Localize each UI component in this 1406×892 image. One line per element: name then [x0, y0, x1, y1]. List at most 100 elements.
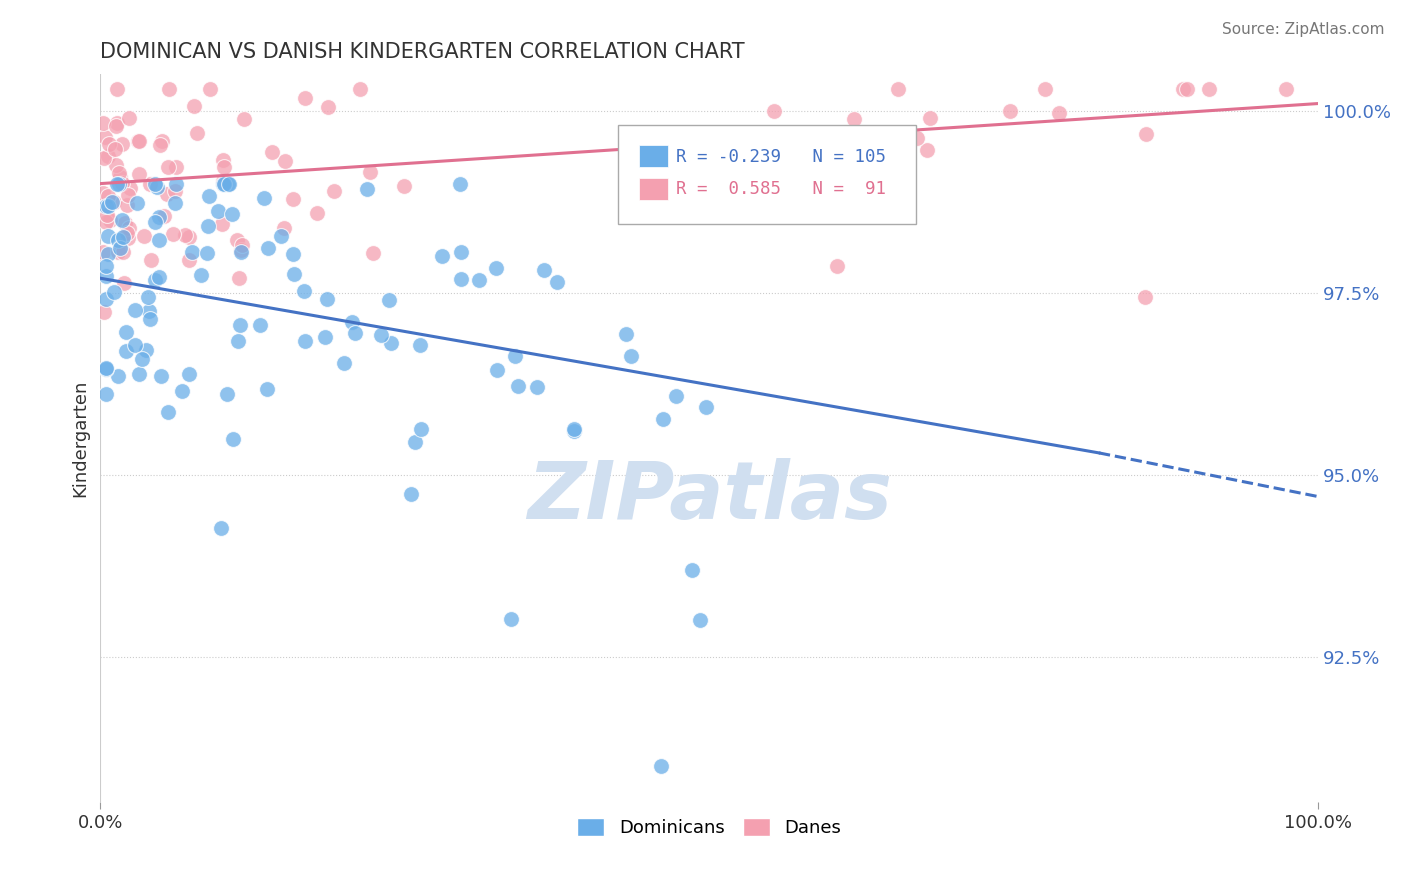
Point	[217, 177, 239, 191]
Point	[107, 244, 129, 259]
Point	[96, 269, 118, 284]
Point	[305, 206, 328, 220]
Point	[96, 387, 118, 401]
Point	[273, 153, 295, 168]
Point	[98, 137, 121, 152]
Point	[96, 361, 118, 376]
Point	[399, 487, 422, 501]
Point	[93, 304, 115, 318]
Point	[652, 412, 675, 426]
Point	[499, 612, 522, 626]
Point	[562, 422, 585, 436]
Point	[149, 137, 172, 152]
Point	[197, 219, 219, 233]
Point	[409, 338, 432, 352]
Point	[394, 179, 416, 194]
Point	[163, 184, 186, 198]
Point	[98, 213, 121, 227]
Point	[827, 259, 849, 273]
Point	[505, 349, 527, 363]
Point	[1133, 290, 1156, 304]
Point	[96, 292, 118, 306]
Point	[131, 351, 153, 366]
Point	[229, 244, 252, 258]
Point	[165, 177, 187, 191]
Point	[139, 178, 162, 192]
Point	[1035, 82, 1057, 96]
Point	[143, 215, 166, 229]
Point	[218, 177, 240, 191]
Point	[96, 209, 118, 223]
Point	[1175, 82, 1198, 96]
Point	[162, 227, 184, 241]
Point	[183, 99, 205, 113]
FancyBboxPatch shape	[617, 126, 917, 224]
Point	[1135, 127, 1157, 141]
Point	[887, 82, 910, 96]
Point	[533, 262, 555, 277]
Point	[546, 276, 568, 290]
Point	[486, 363, 509, 377]
Point	[127, 196, 149, 211]
Point	[165, 160, 187, 174]
Point	[107, 116, 129, 130]
Point	[93, 151, 115, 165]
Point	[212, 153, 235, 168]
Point	[256, 241, 278, 255]
Point	[127, 134, 149, 148]
Point	[323, 184, 346, 198]
Point	[91, 186, 114, 201]
Point	[212, 160, 235, 174]
Point	[283, 192, 305, 206]
Point	[294, 91, 316, 105]
Point	[450, 245, 472, 260]
Point	[148, 210, 170, 224]
Point	[222, 432, 245, 446]
Point	[148, 269, 170, 284]
Point	[314, 330, 336, 344]
Point	[103, 285, 125, 299]
Point	[110, 176, 132, 190]
Point	[111, 212, 134, 227]
Point	[97, 189, 120, 203]
Point	[920, 111, 942, 125]
Point	[186, 126, 208, 140]
Point	[1275, 82, 1298, 96]
Point	[96, 199, 118, 213]
Point	[283, 267, 305, 281]
Point	[96, 259, 118, 273]
Point	[156, 187, 179, 202]
Point	[100, 194, 122, 209]
Point	[143, 272, 166, 286]
Point	[115, 198, 138, 212]
Point	[370, 328, 392, 343]
Point	[128, 135, 150, 149]
Point	[228, 318, 250, 332]
Point	[695, 401, 717, 415]
Point	[112, 276, 135, 290]
Point	[1198, 82, 1220, 96]
Point	[105, 158, 128, 172]
Point	[315, 293, 337, 307]
Point	[1047, 105, 1070, 120]
Point	[689, 613, 711, 627]
Point	[163, 195, 186, 210]
Point	[124, 338, 146, 352]
Point	[228, 271, 250, 285]
Point	[156, 405, 179, 419]
Point	[211, 174, 233, 188]
Point	[117, 231, 139, 245]
Point	[96, 362, 118, 376]
Point	[356, 182, 378, 196]
Point	[342, 315, 364, 329]
Text: Source: ZipAtlas.com: Source: ZipAtlas.com	[1222, 22, 1385, 37]
Point	[150, 369, 173, 384]
Point	[153, 210, 176, 224]
Point	[998, 104, 1021, 119]
Point	[226, 233, 249, 247]
Legend: Dominicans, Danes: Dominicans, Danes	[571, 811, 848, 844]
Point	[118, 112, 141, 126]
Point	[253, 191, 276, 205]
Point	[468, 273, 491, 287]
Point	[148, 233, 170, 247]
